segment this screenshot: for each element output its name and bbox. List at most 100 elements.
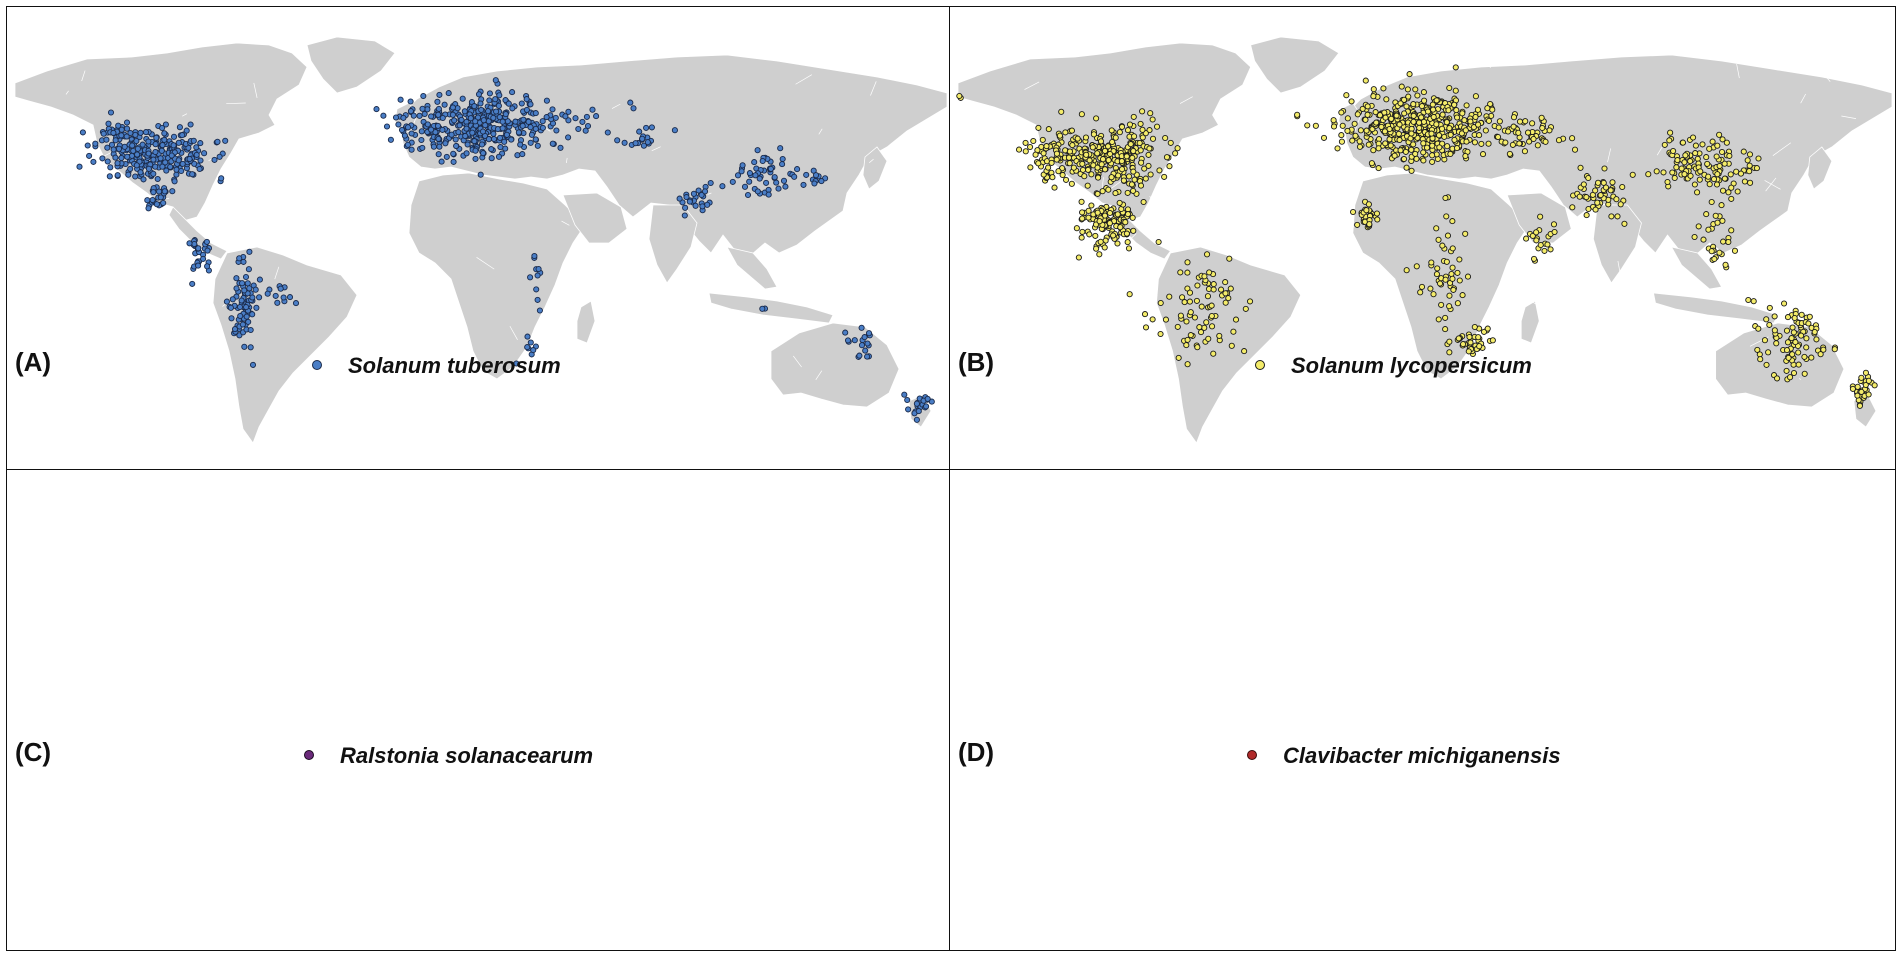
occurrence-point: [1035, 160, 1042, 167]
occurrence-point: [543, 114, 550, 121]
occurrence-point: [523, 106, 530, 113]
occurrence-point: [1216, 332, 1223, 339]
occurrence-point: [1547, 246, 1554, 253]
occurrence-point: [1734, 188, 1741, 195]
occurrence-point: [488, 155, 495, 162]
country-border: [1765, 177, 1777, 192]
occurrence-point: [137, 129, 144, 136]
occurrence-point: [1785, 354, 1792, 361]
occurrence-point: [1403, 164, 1410, 171]
occurrence-point: [1101, 166, 1109, 173]
occurrence-point: [1569, 135, 1576, 142]
country-border: [561, 220, 570, 226]
occurrence-point: [145, 205, 152, 212]
occurrence-point: [583, 113, 590, 120]
occurrence-point: [1446, 292, 1453, 299]
occurrence-point: [767, 165, 774, 172]
occurrence-point: [1096, 251, 1103, 258]
occurrence-point: [228, 315, 235, 322]
occurrence-point: [1811, 328, 1818, 336]
occurrence-point: [1228, 342, 1235, 349]
occurrence-point: [751, 159, 758, 166]
occurrence-point: [256, 276, 263, 283]
occurrence-point: [125, 171, 132, 178]
occurrence-point: [1496, 118, 1503, 125]
occurrence-point: [1402, 148, 1409, 155]
occurrence-point: [110, 129, 117, 136]
landmass-japan: [1807, 146, 1833, 190]
country-border: [476, 257, 495, 270]
occurrence-point: [1181, 299, 1188, 306]
occurrence-point: [1710, 176, 1718, 183]
occurrence-point: [1203, 251, 1211, 258]
occurrence-point: [534, 142, 541, 149]
occurrence-point: [1682, 152, 1689, 159]
occurrence-point: [1429, 142, 1436, 149]
landmass-greenland: [306, 36, 396, 94]
occurrence-point: [1106, 209, 1113, 217]
occurrence-point: [1094, 164, 1101, 171]
occurrence-point: [1093, 115, 1100, 122]
occurrence-point: [1405, 93, 1412, 100]
occurrence-point: [1246, 298, 1254, 305]
landmass-group: [956, 36, 1893, 444]
occurrence-point: [1137, 120, 1144, 127]
occurrence-point: [1865, 377, 1872, 384]
occurrence-point: [779, 161, 786, 168]
occurrence-point: [434, 122, 442, 129]
legend-c: Ralstonia solanacearum: [304, 743, 593, 769]
occurrence-point: [1435, 316, 1442, 323]
occurrence-point: [1542, 138, 1549, 145]
occurrence-point: [492, 96, 499, 103]
occurrence-point: [1721, 160, 1728, 167]
occurrence-point: [428, 113, 435, 120]
occurrence-point: [1711, 255, 1718, 263]
occurrence-point: [186, 155, 193, 163]
occurrence-point: [1094, 190, 1101, 197]
occurrence-point: [1571, 146, 1579, 153]
occurrence-point: [1708, 248, 1715, 255]
occurrence-point: [1803, 335, 1810, 342]
occurrence-point: [1691, 181, 1698, 188]
occurrence-point: [463, 125, 470, 132]
occurrence-point: [153, 201, 160, 208]
occurrence-point: [729, 178, 736, 185]
occurrence-point: [640, 142, 647, 149]
occurrence-point: [1051, 184, 1058, 191]
occurrence-point: [1442, 314, 1449, 321]
occurrence-point: [1516, 140, 1523, 147]
occurrence-point: [204, 263, 211, 270]
occurrence-point: [1349, 208, 1357, 216]
occurrence-point: [277, 285, 284, 292]
occurrence-point: [1436, 280, 1444, 287]
occurrence-point: [1414, 92, 1421, 99]
occurrence-point: [648, 124, 655, 131]
occurrence-point: [1210, 281, 1217, 288]
occurrence-point: [1666, 137, 1673, 144]
occurrence-point: [1078, 198, 1085, 205]
occurrence-point: [239, 321, 246, 328]
occurrence-point: [818, 178, 825, 185]
occurrence-point: [480, 150, 487, 157]
occurrence-point: [1555, 137, 1563, 144]
occurrence-point: [419, 144, 426, 151]
occurrence-point: [1147, 110, 1154, 117]
occurrence-point: [247, 326, 254, 334]
occurrence-point: [1406, 71, 1413, 78]
occurrence-point: [1716, 162, 1723, 170]
occurrence-point: [1805, 320, 1812, 327]
country-border: [1231, 248, 1245, 258]
occurrence-point: [1364, 111, 1371, 118]
occurrence-point: [1789, 324, 1796, 331]
occurrence-point: [1232, 316, 1240, 323]
occurrence-point: [150, 156, 157, 163]
occurrence-point: [698, 191, 705, 199]
occurrence-point: [1174, 145, 1181, 152]
occurrence-point: [1090, 131, 1097, 138]
occurrence-point: [1348, 98, 1355, 105]
occurrence-point: [1858, 388, 1865, 395]
occurrence-point: [1373, 119, 1380, 126]
occurrence-point: [1066, 148, 1074, 155]
country-border: [405, 272, 424, 280]
occurrence-point: [1757, 356, 1764, 363]
